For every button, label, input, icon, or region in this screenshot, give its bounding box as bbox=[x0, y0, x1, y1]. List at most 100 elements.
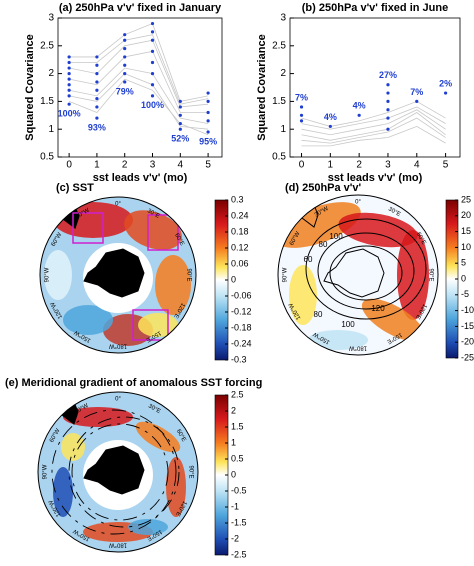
data-point bbox=[299, 113, 304, 117]
longitude-label: 90°W bbox=[43, 464, 49, 479]
colorbar-tick-label: 0.18 bbox=[231, 226, 249, 236]
data-point bbox=[178, 113, 182, 117]
longitude-label: 30°E bbox=[147, 403, 161, 415]
colorbar-tick-label: 2.5 bbox=[231, 389, 244, 399]
series-line bbox=[69, 39, 209, 108]
percent-label: 100% bbox=[58, 109, 81, 119]
colorbar-tick-label: 0.06 bbox=[231, 258, 249, 268]
data-point bbox=[95, 105, 99, 109]
percent-label: 4% bbox=[353, 101, 366, 111]
colorbar-tick-label: -10 bbox=[461, 305, 474, 315]
data-point bbox=[178, 99, 182, 103]
longitude-label: 180°W bbox=[349, 344, 367, 350]
colorbar-tick-label: -0.5 bbox=[231, 485, 247, 495]
contour bbox=[329, 245, 403, 301]
data-point bbox=[357, 113, 361, 117]
data-point bbox=[386, 127, 390, 131]
data-point bbox=[206, 119, 210, 123]
longitude-label: 90°E bbox=[427, 268, 433, 281]
data-point bbox=[415, 99, 419, 103]
colorbar-tick-label: 10 bbox=[461, 242, 471, 252]
y-tick-label: 1 bbox=[280, 124, 286, 135]
x-tick-label: 4 bbox=[178, 160, 184, 171]
colorbar-tick-label: 1.5 bbox=[231, 421, 244, 431]
data-point bbox=[95, 55, 99, 59]
y-tick-label: 3 bbox=[280, 13, 286, 24]
y-tick-label: 2.5 bbox=[40, 40, 54, 51]
data-point bbox=[95, 72, 99, 76]
colorbar-tick-label: 25 bbox=[461, 194, 471, 204]
y-tick-label: 3 bbox=[48, 13, 54, 24]
colorbar-tick-label: -15 bbox=[461, 321, 474, 331]
data-point bbox=[206, 91, 210, 95]
percent-label: 79% bbox=[116, 86, 134, 96]
colorbar-tick-label: -1 bbox=[231, 501, 239, 511]
data-point bbox=[123, 80, 127, 84]
map-anomaly bbox=[53, 467, 73, 517]
data-point bbox=[95, 97, 99, 101]
longitude-label: 0° bbox=[115, 202, 121, 208]
contour-label: 100 bbox=[329, 232, 343, 241]
data-point bbox=[150, 30, 155, 34]
colorbar-tick-label: 2 bbox=[231, 405, 236, 415]
colorbar-tick-label: -25 bbox=[461, 352, 474, 362]
series-line bbox=[301, 106, 446, 130]
map-anomaly bbox=[63, 305, 113, 335]
contour bbox=[305, 218, 427, 320]
map bbox=[38, 392, 198, 552]
data-point bbox=[95, 88, 99, 92]
data-point bbox=[386, 83, 390, 87]
contour-label: 60 bbox=[304, 255, 313, 264]
data-point bbox=[123, 63, 127, 67]
data-point bbox=[328, 124, 332, 129]
data-point bbox=[386, 108, 390, 112]
chart-title: (c) SST bbox=[56, 182, 94, 194]
data-point bbox=[150, 72, 155, 76]
percent-label: 93% bbox=[88, 122, 106, 132]
map-anomaly bbox=[44, 250, 72, 300]
data-point bbox=[150, 49, 155, 53]
data-point bbox=[150, 94, 155, 98]
longitude-label: 90°E bbox=[185, 268, 191, 281]
colorbar-tick-label: -0.06 bbox=[231, 290, 252, 300]
longitude-label: 60°E bbox=[415, 232, 427, 246]
map bbox=[278, 195, 438, 355]
colorbar-tick-label: -2.5 bbox=[231, 549, 247, 559]
y-tick-label: 2 bbox=[280, 68, 286, 79]
map-anomaly bbox=[361, 298, 425, 342]
series-line bbox=[69, 50, 209, 113]
x-tick-label: 0 bbox=[66, 160, 72, 171]
data-point bbox=[386, 116, 390, 120]
percent-label: 4% bbox=[324, 112, 337, 122]
data-point bbox=[299, 119, 304, 123]
x-tick-label: 0 bbox=[299, 160, 305, 171]
data-point bbox=[67, 83, 71, 87]
longitude-label: 180°W bbox=[109, 342, 127, 348]
series-line bbox=[69, 67, 209, 125]
map-anomaly bbox=[166, 457, 186, 517]
longitude-label: 60°E bbox=[175, 429, 187, 443]
longitude-label: 90°W bbox=[283, 267, 289, 282]
map-anomaly bbox=[397, 230, 429, 320]
data-point bbox=[178, 122, 182, 126]
region-box bbox=[132, 309, 169, 341]
data-point bbox=[206, 99, 210, 103]
series-line bbox=[301, 100, 446, 127]
contour bbox=[51, 409, 177, 535]
data-point bbox=[95, 116, 99, 120]
map-border bbox=[37, 391, 199, 553]
antarctica bbox=[323, 248, 385, 298]
data-point bbox=[150, 38, 155, 42]
data-point bbox=[67, 55, 71, 59]
longitude-label: 180°W bbox=[109, 541, 127, 547]
map-anomaly bbox=[308, 330, 368, 350]
percent-label: 7% bbox=[410, 87, 423, 97]
map-anomaly bbox=[63, 407, 133, 427]
x-tick-label: 2 bbox=[356, 160, 362, 171]
longitude-label: 30°E bbox=[387, 206, 401, 218]
data-point bbox=[150, 21, 155, 26]
data-point bbox=[67, 60, 71, 65]
y-tick-label: 1.5 bbox=[272, 96, 286, 107]
longitude-label: 60°E bbox=[173, 233, 185, 247]
